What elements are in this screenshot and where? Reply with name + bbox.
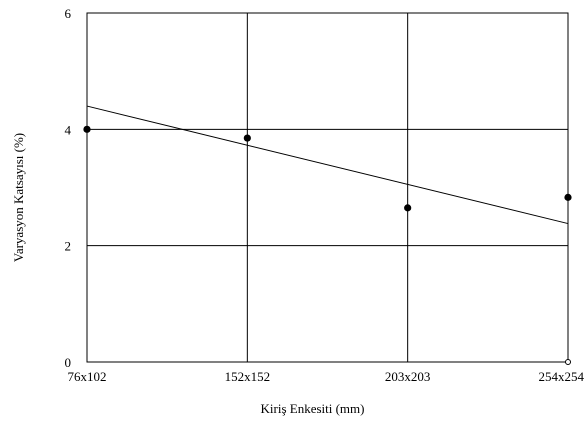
plot-frame xyxy=(86,12,569,363)
y-tick-label: 4 xyxy=(65,122,72,137)
data-point xyxy=(243,134,251,142)
y-tick-label: 0 xyxy=(65,355,72,370)
y-tick-label: 2 xyxy=(65,239,72,254)
x-tick-label: 152x152 xyxy=(225,369,271,384)
trendline-group xyxy=(86,105,569,225)
y-axis-label: Varyasyon Katsayısı (%) xyxy=(11,133,26,262)
grid-lines xyxy=(87,13,568,362)
x-tick-label: 76x102 xyxy=(68,369,107,384)
data-point xyxy=(564,193,572,201)
x-tick-label: 254x254 xyxy=(539,369,585,384)
y-axis-ticks: 0 2 4 6 xyxy=(65,6,72,370)
data-point xyxy=(404,204,412,212)
trend-line xyxy=(86,105,569,225)
x-axis-label: Kiriş Enkesiti (mm) xyxy=(261,401,365,416)
data-points xyxy=(83,125,572,365)
data-point xyxy=(83,125,91,133)
x-axis-ticks: 76x102 152x152 203x203 254x254 xyxy=(68,369,585,384)
x-tick-label: 203x203 xyxy=(385,369,431,384)
y-tick-label: 6 xyxy=(65,6,72,21)
corner-marker xyxy=(565,359,571,365)
